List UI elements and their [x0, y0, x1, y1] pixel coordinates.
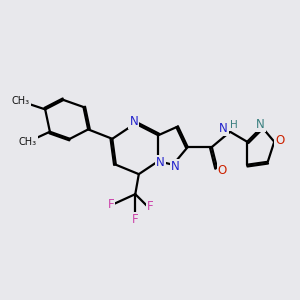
Text: N: N	[219, 122, 228, 135]
Text: F: F	[108, 198, 114, 211]
Text: O: O	[275, 134, 284, 147]
Text: O: O	[218, 164, 227, 177]
Text: CH₃: CH₃	[12, 96, 30, 106]
Text: F: F	[147, 200, 154, 213]
Text: F: F	[132, 213, 139, 226]
Text: N: N	[256, 118, 265, 131]
Text: N: N	[129, 115, 138, 128]
Text: CH₃: CH₃	[19, 137, 37, 147]
Text: H: H	[230, 120, 238, 130]
Text: N: N	[171, 160, 180, 173]
Text: N: N	[156, 156, 165, 169]
